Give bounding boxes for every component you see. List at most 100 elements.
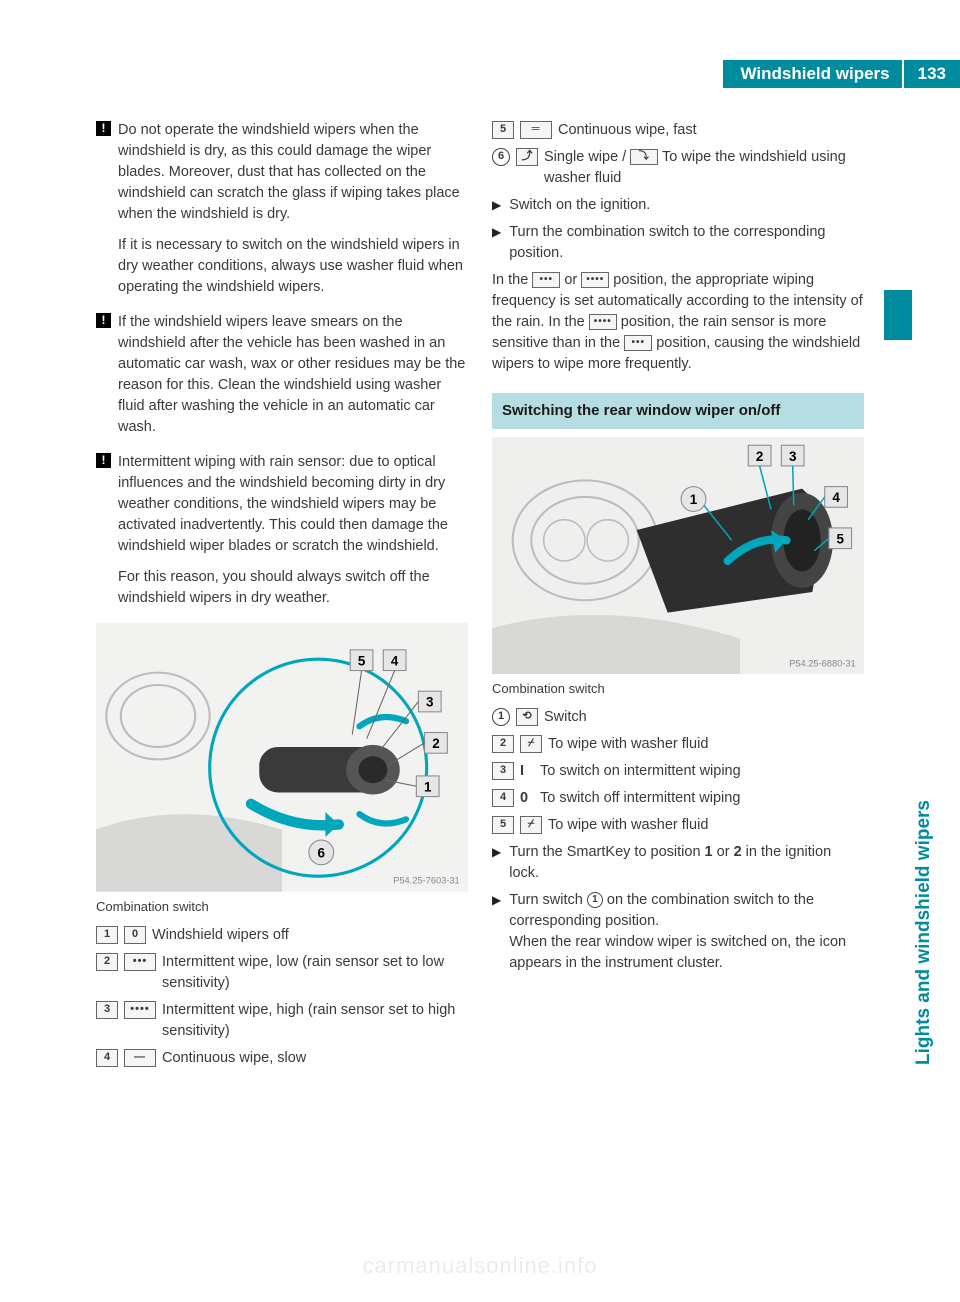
legend-text: Intermittent wipe, low (rain sensor set … xyxy=(162,952,468,994)
svg-text:6: 6 xyxy=(318,846,325,861)
legend-item: 3 •••• Intermittent wipe, high (rain sen… xyxy=(96,1000,468,1042)
callout-num: 3 xyxy=(96,1001,118,1019)
bold-symbol: I xyxy=(520,761,534,782)
legend-item: 1 ⟲ Switch xyxy=(492,707,864,728)
callout-num: 5 xyxy=(492,121,514,139)
svg-text:4: 4 xyxy=(832,490,840,505)
symbol-box: ••• xyxy=(124,953,156,971)
legend-item: 4 0 To switch off intermittent wiping xyxy=(492,788,864,809)
step-marker-icon: ▶ xyxy=(492,197,501,214)
legend-text: Switch xyxy=(544,707,864,728)
warning-note: ! Do not operate the windshield wipers w… xyxy=(96,120,468,298)
content-columns: ! Do not operate the windshield wipers w… xyxy=(96,120,864,1075)
step-text: Turn the SmartKey to position 1 or 2 in … xyxy=(509,842,864,884)
legend-text: To wipe with washer fluid xyxy=(548,815,864,836)
svg-text:3: 3 xyxy=(789,448,796,463)
symbol-box: ••• xyxy=(532,272,560,288)
legend-text: To switch on intermittent wiping xyxy=(540,761,864,782)
warning-note: ! If the windshield wipers leave smears … xyxy=(96,312,468,438)
note-text: If it is necessary to switch on the wind… xyxy=(118,235,468,298)
svg-text:5: 5 xyxy=(836,531,844,546)
figure-caption: Combination switch xyxy=(96,898,468,917)
symbol-box: ⌿ xyxy=(520,735,542,753)
warning-icon: ! xyxy=(96,453,111,468)
step-text: Turn switch 1 on the combination switch … xyxy=(509,890,864,974)
note-text: If the windshield wipers leave smears on… xyxy=(118,312,468,438)
watermark: carmanualsonline.info xyxy=(0,1250,960,1282)
symbol-box: •••• xyxy=(589,314,617,330)
svg-text:P54.25-7603-31: P54.25-7603-31 xyxy=(393,876,460,886)
legend-text: Intermittent wipe, high (rain sensor set… xyxy=(162,1000,468,1042)
warning-icon: ! xyxy=(96,121,111,136)
note-text: Do not operate the windshield wipers whe… xyxy=(118,120,468,225)
instruction-step: ▶ Turn the SmartKey to position 1 or 2 i… xyxy=(492,842,864,884)
svg-text:1: 1 xyxy=(690,492,698,507)
combination-switch-figure: 5 4 3 2 1 6 xyxy=(96,623,468,892)
svg-text:1: 1 xyxy=(424,780,432,795)
symbol-box: ⟲ xyxy=(516,708,538,726)
callout-num: 5 xyxy=(492,816,514,834)
legend-text: To wipe with washer fluid xyxy=(548,734,864,755)
callout-ref: 1 xyxy=(587,892,603,908)
figure-caption: Combination switch xyxy=(492,680,864,699)
symbol-box: ⌿ xyxy=(520,816,542,834)
rear-wiper-figure: 2 3 4 5 1 xyxy=(492,437,864,675)
symbol-box: ⤴ xyxy=(516,148,538,166)
legend-text: Single wipe / ⤵ To wipe the windshield u… xyxy=(544,147,864,189)
body-paragraph: In the ••• or •••• position, the appropr… xyxy=(492,270,864,375)
note-text: For this reason, you should always switc… xyxy=(118,567,468,609)
manual-page: Windshield wipers 133 Lights and windshi… xyxy=(0,0,960,1302)
left-column: ! Do not operate the windshield wipers w… xyxy=(96,120,468,1075)
instruction-step: ▶ Turn the combination switch to the cor… xyxy=(492,222,864,264)
note-text: Intermittent wiping with rain sensor: du… xyxy=(118,452,468,557)
symbol-box: •••• xyxy=(124,1001,156,1019)
warning-note: ! Intermittent wiping with rain sensor: … xyxy=(96,452,468,609)
symbol-box: ••• xyxy=(624,335,652,351)
step-marker-icon: ▶ xyxy=(492,892,501,909)
bold-symbol: 0 xyxy=(520,788,534,809)
legend-item: 2 ⌿ To wipe with washer fluid xyxy=(492,734,864,755)
callout-num: 1 xyxy=(492,708,510,726)
symbol-box: ⤵ xyxy=(630,149,658,165)
legend-item: 5 ⌿ To wipe with washer fluid xyxy=(492,815,864,836)
svg-text:5: 5 xyxy=(358,654,366,669)
side-section-label: Lights and windshield wipers xyxy=(910,800,938,1065)
legend-text: Continuous wipe, fast xyxy=(558,120,864,141)
callout-num: 2 xyxy=(96,953,118,971)
legend-item: 3 I To switch on intermittent wiping xyxy=(492,761,864,782)
step-marker-icon: ▶ xyxy=(492,844,501,861)
legend-item: 2 ••• Intermittent wipe, low (rain senso… xyxy=(96,952,468,994)
legend-text: To switch off intermittent wiping xyxy=(540,788,864,809)
rear-wiper-svg: 2 3 4 5 1 xyxy=(492,437,864,675)
section-heading: Switching the rear window wiper on/off xyxy=(492,393,864,429)
callout-num: 4 xyxy=(96,1049,118,1067)
callout-num: 4 xyxy=(492,789,514,807)
step-text: Switch on the ignition. xyxy=(509,195,864,216)
legend-item: 5 ═ Continuous wipe, fast xyxy=(492,120,864,141)
instruction-step: ▶ Turn switch 1 on the combination switc… xyxy=(492,890,864,974)
header-bar: Windshield wipers 133 xyxy=(723,60,960,88)
instruction-step: ▶ Switch on the ignition. xyxy=(492,195,864,216)
combination-switch-svg: 5 4 3 2 1 6 xyxy=(96,623,468,892)
legend-text: Continuous wipe, slow xyxy=(162,1048,468,1069)
legend-item: 6 ⤴ Single wipe / ⤵ To wipe the windshie… xyxy=(492,147,864,189)
step-marker-icon: ▶ xyxy=(492,224,501,241)
step-text: Turn the combination switch to the corre… xyxy=(509,222,864,264)
legend-item: 4 — Continuous wipe, slow xyxy=(96,1048,468,1069)
header-page-number: 133 xyxy=(904,60,960,88)
warning-icon: ! xyxy=(96,313,111,328)
symbol-box: ═ xyxy=(520,121,552,139)
header-title: Windshield wipers xyxy=(723,60,902,88)
callout-num: 6 xyxy=(492,148,510,166)
callout-num: 2 xyxy=(492,735,514,753)
svg-text:2: 2 xyxy=(432,736,439,751)
legend-item: 1 0 Windshield wipers off xyxy=(96,925,468,946)
svg-text:2: 2 xyxy=(756,448,763,463)
symbol-box: •••• xyxy=(581,272,609,288)
symbol-box: 0 xyxy=(124,926,146,944)
legend-text: Windshield wipers off xyxy=(152,925,468,946)
right-column: 5 ═ Continuous wipe, fast 6 ⤴ Single wip… xyxy=(492,120,864,1075)
svg-text:P54.25-6880-31: P54.25-6880-31 xyxy=(789,658,856,668)
svg-text:3: 3 xyxy=(426,695,433,710)
side-tab-accent xyxy=(884,290,912,340)
